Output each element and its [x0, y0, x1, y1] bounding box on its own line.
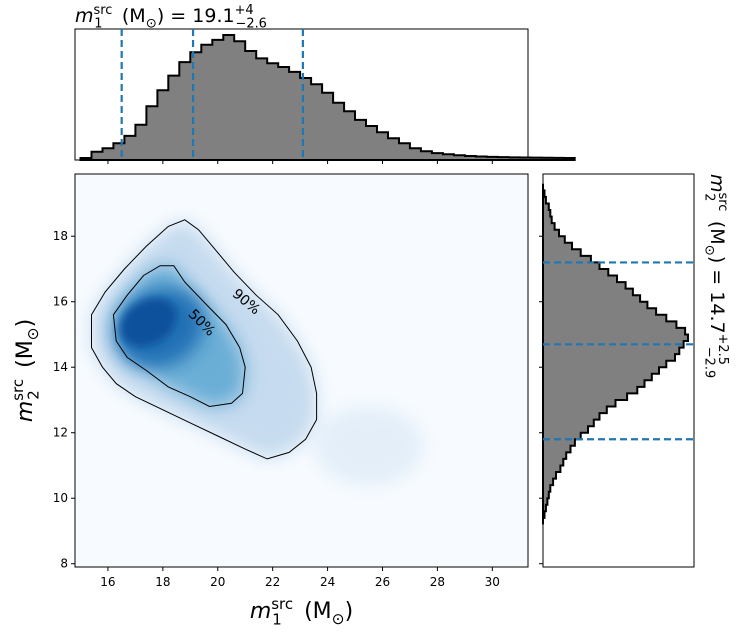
y-tick-label: 10 — [53, 491, 68, 505]
m1-histogram-bars — [79, 34, 576, 161]
y-tick-label: 12 — [53, 426, 68, 440]
m1-marginal-title: msrc 1 (M⊙) = 19.1+4 −2.6 — [75, 3, 267, 32]
x-tick-label: 28 — [430, 575, 445, 589]
m2-marginal-histogram: msrc2 (M⊙) = 14.7+2.5−2.9 — [542, 173, 730, 568]
density-heatmap — [91, 219, 424, 486]
contour-90 — [91, 219, 318, 460]
density-tail — [313, 405, 424, 486]
m2-marginal-title: msrc2 (M⊙) = 14.7+2.5−2.9 — [701, 174, 730, 378]
contour-50 — [112, 265, 246, 408]
x-tick-label: 20 — [210, 575, 225, 589]
x-tick-label: 24 — [320, 575, 335, 589]
m1-marginal-histogram: msrc 1 (M⊙) = 19.1+4 −2.6 — [74, 3, 576, 161]
y-tick-label: 18 — [53, 229, 68, 243]
x-axis-label: msrc 1 (M⊙) — [250, 595, 353, 629]
x-tick-label: 16 — [100, 575, 115, 589]
x-tick-label: 26 — [375, 575, 390, 589]
x-tick-label: 30 — [485, 575, 500, 589]
y-tick-label: 16 — [53, 295, 68, 309]
x-tick-label: 22 — [265, 575, 280, 589]
y-tick-label: 14 — [53, 360, 68, 374]
y-tick-label: 8 — [60, 557, 68, 571]
joint-frame — [74, 173, 529, 568]
density-peak — [120, 298, 177, 347]
x-tick-label: 18 — [155, 575, 170, 589]
y-axis-label: msrc2 (M⊙) — [9, 319, 43, 422]
